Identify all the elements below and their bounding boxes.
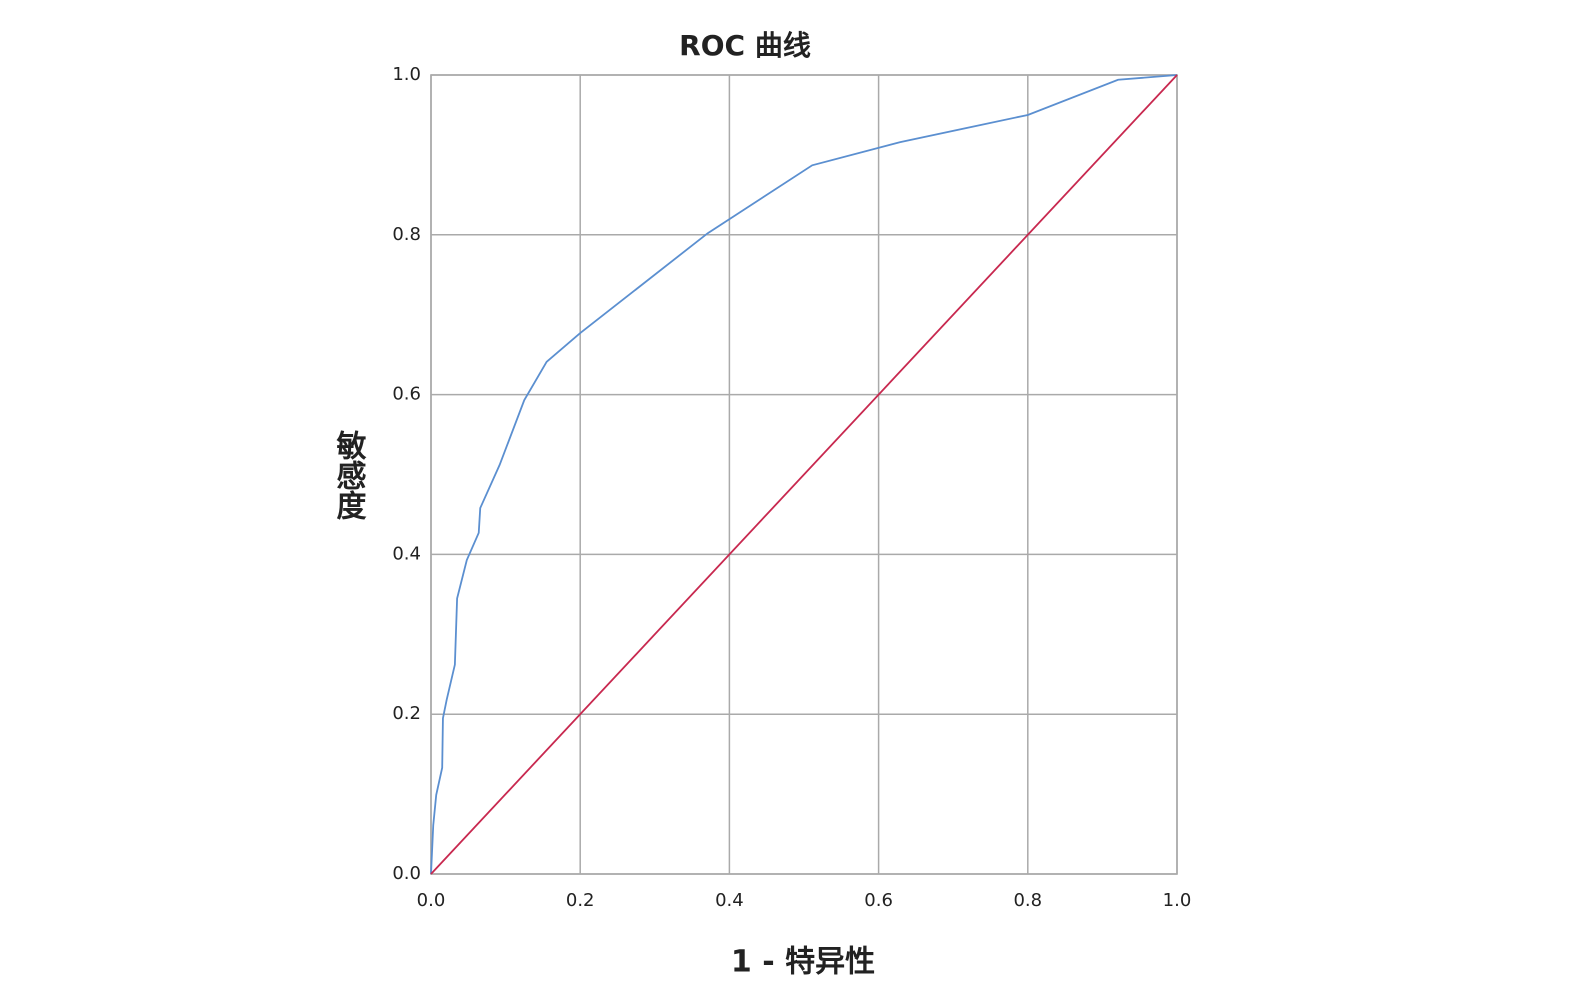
y-tick-label: 0.0	[392, 863, 421, 884]
y-tick-label: 0.8	[392, 224, 421, 245]
chart-title: ROC 曲线	[679, 29, 811, 62]
y-tick-label: 0.2	[392, 703, 421, 724]
y-axis-label: 敏感度	[331, 430, 367, 521]
x-tick-label: 0.0	[417, 890, 446, 911]
y-tick-label: 0.6	[392, 384, 421, 405]
x-tick-label: 0.6	[864, 890, 893, 911]
x-axis-label: 1 - 特异性	[731, 945, 875, 980]
series-line	[430, 74, 1178, 875]
x-tick-label: 0.8	[1013, 890, 1042, 911]
y-tick-label: 0.4	[392, 543, 421, 564]
x-tick-label: 0.4	[715, 890, 744, 911]
series-line	[430, 74, 1178, 875]
x-tick-label: 0.2	[566, 890, 595, 911]
y-tick-label: 1.0	[392, 64, 421, 85]
x-tick-label: 1.0	[1163, 890, 1192, 911]
